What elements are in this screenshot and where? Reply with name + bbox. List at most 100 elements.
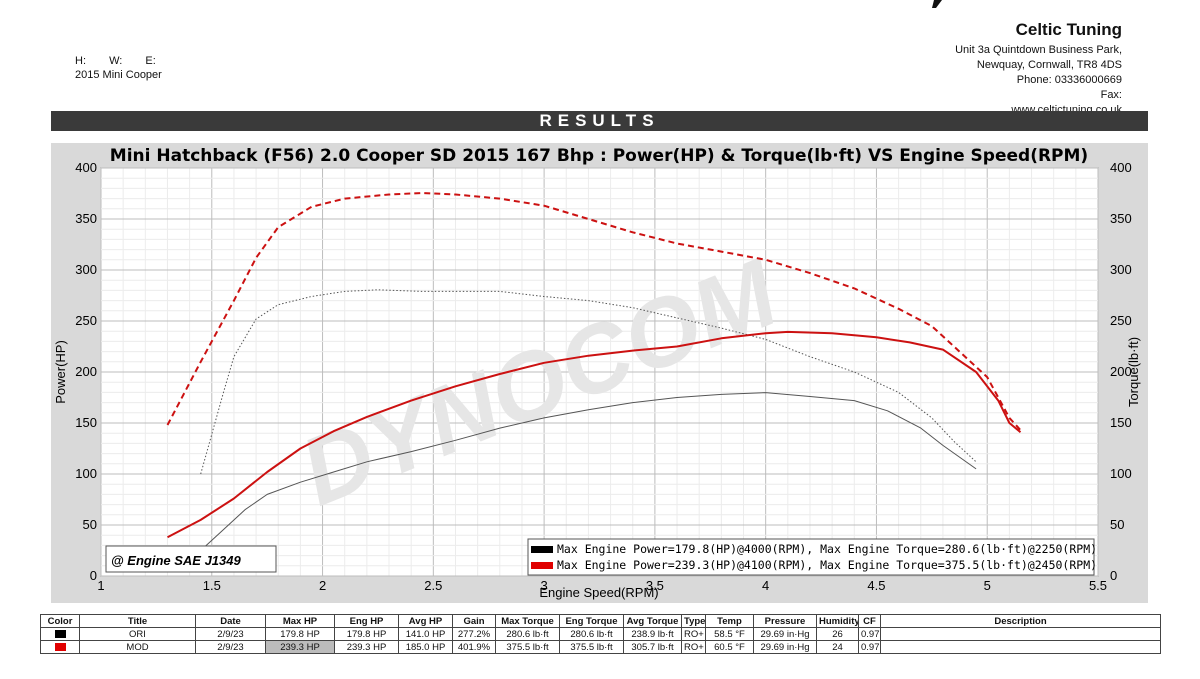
table-cell: 2/9/23 bbox=[195, 627, 266, 641]
y-tick-label-left: 250 bbox=[75, 313, 97, 328]
y-tick-label-left: 350 bbox=[75, 211, 97, 226]
table-row: ORI 2/9/23 179.8 HP 179.8 HP 141.0 HP 277.2% 2… bbox=[40, 627, 1161, 641]
color-swatch bbox=[54, 629, 66, 638]
company-name: Celtic Tuning bbox=[1015, 20, 1122, 39]
table-cell bbox=[880, 640, 1161, 654]
x-tick-label: 3.5 bbox=[646, 578, 664, 593]
w-label: W: bbox=[109, 55, 123, 67]
x-tick-label: 1 bbox=[97, 578, 104, 593]
legend-entry: Max Engine Power=239.3(HP)@4100(RPM), Ma… bbox=[557, 558, 1097, 572]
column-header: Type bbox=[681, 614, 706, 628]
y-tick-label-left: 50 bbox=[83, 517, 97, 532]
table-cell: MOD bbox=[79, 640, 196, 654]
table-cell: 179.8 HP bbox=[265, 627, 335, 641]
y-tick-label-right: 100 bbox=[1110, 466, 1132, 481]
table-body: ORI 2/9/23 179.8 HP 179.8 HP 141.0 HP 277.2% 2… bbox=[40, 627, 1161, 654]
y-tick-label-right: 50 bbox=[1110, 517, 1124, 532]
legend-swatch bbox=[531, 546, 553, 553]
color-cell bbox=[40, 640, 80, 654]
column-header: CF bbox=[858, 614, 881, 628]
h-label: H: bbox=[75, 55, 86, 67]
column-header: Eng HP bbox=[334, 614, 399, 628]
phone-line: Phone: 03336000669 bbox=[1016, 74, 1122, 86]
table-cell: 29.69 in·Hg bbox=[753, 640, 817, 654]
column-header: Date bbox=[195, 614, 266, 628]
x-tick-label: 2.5 bbox=[424, 578, 442, 593]
y-axis-left-label: Power(HP) bbox=[53, 340, 68, 404]
legend-frame bbox=[527, 538, 1095, 576]
y-tick-label-right: 200 bbox=[1110, 364, 1132, 379]
y-tick-label-right: 350 bbox=[1110, 211, 1132, 226]
column-header: Humidity bbox=[816, 614, 859, 628]
column-header: Temp bbox=[705, 614, 754, 628]
column-header: Avg HP bbox=[398, 614, 453, 628]
y-axis-right-label: Torque(lb·ft) bbox=[1126, 337, 1141, 407]
column-header: Title bbox=[79, 614, 196, 628]
table-cell: 401.9% bbox=[452, 640, 496, 654]
column-header: Gain bbox=[452, 614, 496, 628]
table-cell: RO+ bbox=[681, 627, 706, 641]
standard-box: @ Engine SAE J1349 bbox=[105, 545, 277, 573]
y-tick-label-left: 400 bbox=[75, 160, 97, 175]
results-banner: RESULTS bbox=[51, 111, 1148, 131]
table-cell: 375.5 lb·ft bbox=[495, 640, 560, 654]
y-tick-label-right: 0 bbox=[1110, 568, 1117, 583]
table-cell: 280.6 lb·ft bbox=[559, 627, 624, 641]
vehicle-info: H: W: E: 2015 Mini Cooper bbox=[75, 54, 176, 82]
series-group bbox=[166, 192, 1022, 551]
table-header-row: Color Title Date Max HP Eng HP Avg HP Gain Max … bbox=[40, 614, 1161, 628]
table-cell: 238.9 lb·ft bbox=[623, 627, 682, 641]
table-cell: 0.97 bbox=[858, 640, 881, 654]
dyno-chart: DYNOCOM Mini Hatchback (F56) 2.0 Cooper … bbox=[51, 143, 1148, 603]
y-tick-label-left: 0 bbox=[90, 568, 97, 583]
table-cell bbox=[880, 627, 1161, 641]
column-header: Pressure bbox=[753, 614, 817, 628]
y-tick-label-left: 300 bbox=[75, 262, 97, 277]
x-tick-label: 5.5 bbox=[1089, 578, 1107, 593]
column-header: Color bbox=[40, 614, 80, 628]
x-tick-label: 1.5 bbox=[203, 578, 221, 593]
table-cell: 2/9/23 bbox=[195, 640, 266, 654]
column-header: Description bbox=[880, 614, 1161, 628]
table-cell: RO+ bbox=[681, 640, 706, 654]
series-line-ori-power bbox=[200, 392, 977, 551]
standard-label: @ Engine SAE J1349 bbox=[111, 553, 241, 568]
table-cell: 141.0 HP bbox=[398, 627, 453, 641]
table-cell: 239.3 HP bbox=[334, 640, 399, 654]
address-line: Unit 3a Quintdown Business Park, bbox=[955, 44, 1122, 56]
y-tick-label-left: 150 bbox=[75, 415, 97, 430]
y-tick-label-right: 300 bbox=[1110, 262, 1132, 277]
table-cell: ORI bbox=[79, 627, 196, 641]
results-table: Color Title Date Max HP Eng HP Avg HP Gain Max … bbox=[40, 614, 1161, 654]
table-cell: 239.3 HP bbox=[265, 640, 335, 654]
column-header: Max HP bbox=[265, 614, 335, 628]
y-tick-label-right: 150 bbox=[1110, 415, 1132, 430]
y-tick-label-right: 250 bbox=[1110, 313, 1132, 328]
series-line-ori-torque bbox=[200, 289, 977, 475]
table-cell: 60.5 °F bbox=[705, 640, 754, 654]
x-tick-label: 2 bbox=[319, 578, 326, 593]
table-row: MOD 2/9/23 239.3 HP 239.3 HP 185.0 HP 401.9% 3… bbox=[40, 640, 1161, 654]
chart-title: Mini Hatchback (F56) 2.0 Cooper SD 2015 … bbox=[110, 146, 1088, 166]
column-header: Avg Torque bbox=[623, 614, 682, 628]
x-axis-label: Engine Speed(RPM) bbox=[539, 585, 658, 600]
table-cell: 375.5 lb·ft bbox=[559, 640, 624, 654]
e-label: E: bbox=[145, 55, 156, 67]
table-cell: 58.5 °F bbox=[705, 627, 754, 641]
standard-box-frame bbox=[105, 545, 277, 573]
legend: Max Engine Power=179.8(HP)@4000(RPM), Ma… bbox=[527, 538, 1097, 576]
x-tick-label: 4.5 bbox=[867, 578, 885, 593]
table-cell: 179.8 HP bbox=[334, 627, 399, 641]
x-tick-label: 4 bbox=[762, 578, 769, 593]
series-line-mod-power bbox=[167, 330, 1022, 539]
y-tick-label-left: 100 bbox=[75, 466, 97, 481]
fax-line: Fax: bbox=[1100, 89, 1122, 101]
legend-entry: Max Engine Power=179.8(HP)@4000(RPM), Ma… bbox=[557, 542, 1097, 556]
legend-swatch bbox=[531, 562, 553, 569]
grid bbox=[100, 167, 1099, 577]
logo-mark-icon bbox=[932, 0, 942, 8]
table-cell: 0.97 bbox=[858, 627, 881, 641]
y-tick-label-left: 200 bbox=[75, 364, 97, 379]
column-header: Max Torque bbox=[495, 614, 560, 628]
